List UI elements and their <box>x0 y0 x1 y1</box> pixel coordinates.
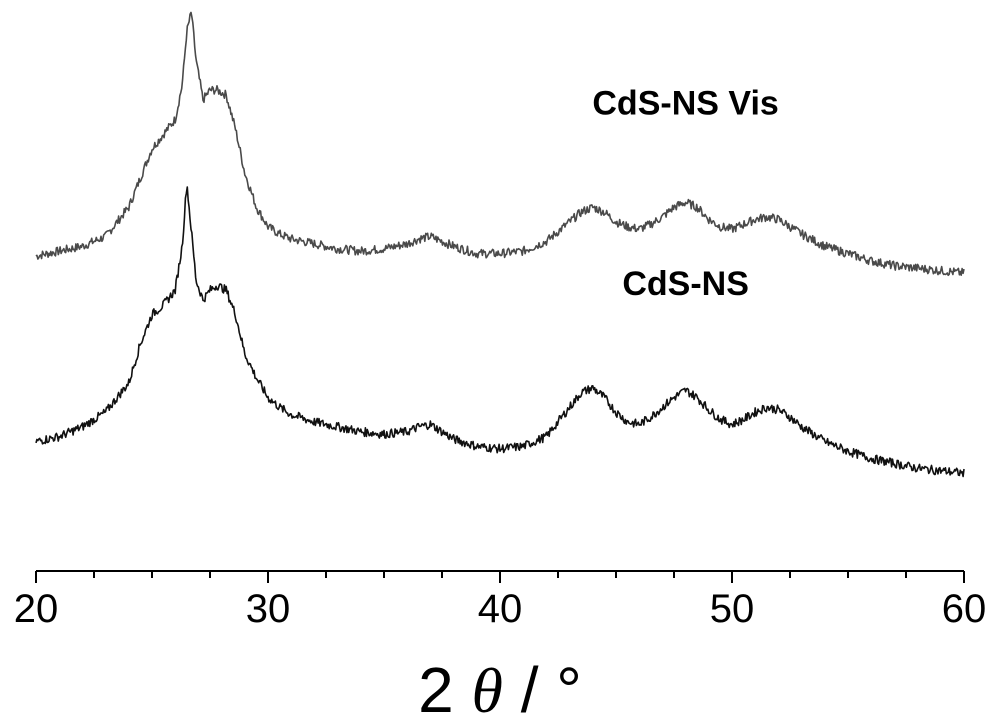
series-label-0: CdS-NS Vis <box>592 84 778 122</box>
x-ticks <box>35 571 965 583</box>
plot-series <box>35 11 965 478</box>
x-tick-label: 50 <box>710 587 755 631</box>
x-tick-label: 30 <box>246 587 291 631</box>
x-axis-title: 2 θ / ° <box>418 654 582 725</box>
x-tick-label: 20 <box>14 587 59 631</box>
x-axis-title-symbol: θ <box>472 655 503 725</box>
x-axis-title-suffix: / ° <box>503 654 582 725</box>
series-label-1: CdS-NS <box>622 265 749 303</box>
x-tick-label: 60 <box>942 587 987 631</box>
series-line-1 <box>35 186 965 478</box>
x-axis: 20 30 40 50 60 <box>14 570 987 631</box>
x-axis-title-prefix: 2 <box>418 654 471 725</box>
x-tick-labels: 20 30 40 50 60 <box>14 587 987 631</box>
x-tick-label: 40 <box>478 587 523 631</box>
series-labels: CdS-NS Vis CdS-NS <box>592 84 778 303</box>
series-line-0 <box>35 11 965 277</box>
